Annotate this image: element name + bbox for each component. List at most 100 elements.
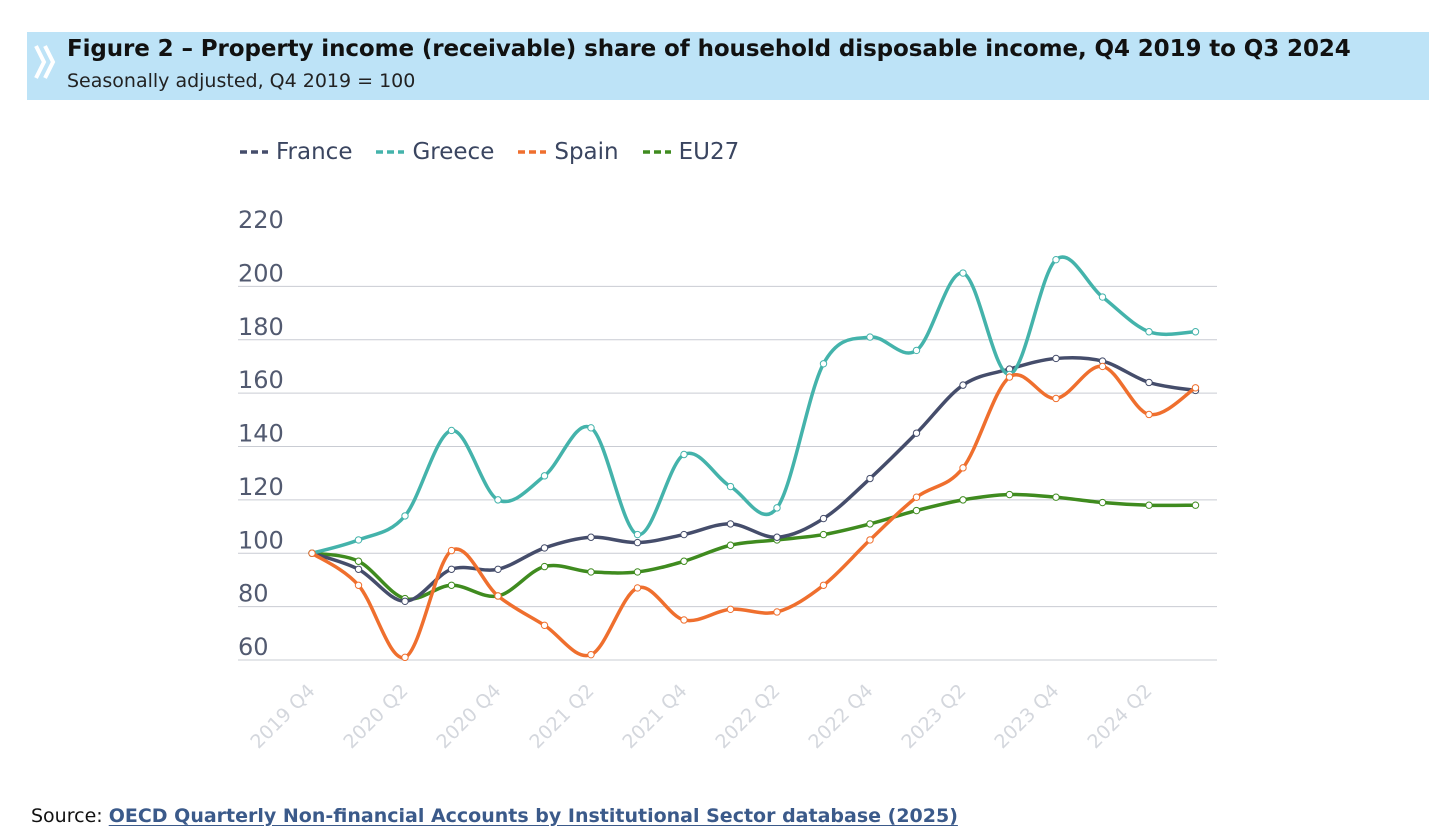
data-point [540, 472, 549, 480]
data-point [401, 597, 409, 605]
y-tick-label: 120 [238, 473, 284, 501]
y-tick-label: 180 [238, 313, 284, 341]
data-point [1052, 493, 1060, 501]
legend-label: France [276, 139, 353, 165]
data-point [1191, 384, 1200, 392]
series-line [310, 255, 1198, 555]
data-point [959, 381, 967, 389]
y-tick-label: 200 [238, 259, 284, 287]
figure-subtitle: Seasonally adjusted, Q4 2019 = 100 [67, 70, 416, 92]
x-tick-label: 2023 Q2 [897, 680, 970, 753]
data-point [773, 504, 781, 512]
data-point [773, 533, 781, 541]
data-point [447, 565, 456, 573]
x-tick-label: 2019 Q4 [246, 680, 319, 753]
data-point [726, 520, 735, 528]
data-point [726, 605, 735, 613]
data-point [587, 568, 595, 576]
y-tick-label: 140 [238, 420, 284, 448]
data-point [1098, 362, 1107, 371]
data-point [1191, 328, 1200, 336]
data-point [1005, 490, 1014, 499]
y-tick-label: 80 [238, 580, 269, 608]
y-tick-label: 100 [238, 526, 284, 554]
data-point [587, 424, 595, 432]
legend-swatch [376, 150, 405, 154]
data-point [1191, 501, 1200, 509]
x-tick-label: 2020 Q2 [339, 680, 412, 753]
data-point [633, 568, 642, 576]
data-point [540, 621, 549, 630]
legend-label: EU27 [678, 139, 740, 165]
x-tick-label: 2021 Q4 [618, 680, 691, 753]
legend-label: Spain [554, 139, 619, 165]
legend-item-france: France [238, 139, 352, 165]
legend-item-greece: Greece [374, 139, 494, 165]
data-point [959, 496, 967, 504]
series-greece [308, 255, 1200, 557]
source-link[interactable]: OECD Quarterly Non-financial Accounts by… [108, 805, 958, 827]
figure-title: Figure 2 – Property income (receivable) … [67, 36, 1351, 62]
data-point [587, 650, 595, 659]
data-point [959, 464, 967, 472]
y-tick-label: 220 [238, 206, 284, 234]
data-point [447, 426, 456, 435]
data-point [1052, 394, 1060, 403]
data-point [680, 557, 688, 565]
data-point [726, 482, 735, 491]
legend-item-eu27: EU27 [641, 139, 740, 165]
data-point [633, 538, 642, 547]
series-spain [308, 362, 1200, 662]
legend-label: Greece [412, 139, 495, 165]
data-point [773, 608, 781, 616]
x-tick-label: 2022 Q4 [804, 680, 877, 753]
data-point [866, 520, 874, 528]
data-point [494, 496, 502, 504]
x-tick-label: 2023 Q4 [990, 680, 1063, 753]
chevron-right-icon [34, 45, 56, 79]
data-point [354, 565, 363, 573]
source-label: Source: [31, 805, 103, 827]
data-point [912, 346, 921, 355]
series-line [310, 355, 1198, 604]
data-point [1145, 410, 1153, 419]
title-banner: Figure 2 – Property income (receivable) … [27, 32, 1429, 100]
source-note: Source: OECD Quarterly Non-financial Acc… [31, 805, 958, 827]
data-point [401, 512, 409, 520]
data-point [401, 653, 409, 662]
data-point [1098, 293, 1107, 301]
data-point [587, 533, 595, 541]
data-point [819, 514, 828, 523]
data-point [540, 562, 549, 571]
data-point [447, 546, 456, 555]
data-point [819, 530, 828, 539]
data-point [1145, 378, 1153, 387]
data-point [633, 530, 642, 539]
data-point [726, 541, 735, 549]
data-point [866, 474, 874, 483]
y-tick-label: 60 [238, 633, 269, 661]
legend-item-spain: Spain [516, 139, 619, 165]
data-point [680, 530, 688, 539]
y-tick-label: 160 [238, 366, 284, 394]
data-point [1145, 501, 1153, 509]
data-point [866, 333, 874, 341]
legend-swatch [240, 150, 268, 154]
data-point [494, 592, 502, 600]
data-point [308, 549, 316, 557]
series-line [310, 492, 1198, 601]
data-point [494, 565, 502, 573]
data-point [540, 544, 549, 552]
data-point [912, 493, 921, 501]
data-point [912, 506, 921, 515]
x-tick-label: 2024 Q2 [1083, 680, 1156, 753]
data-point [1052, 354, 1060, 363]
data-point [633, 584, 642, 592]
x-tick-label: 2020 Q4 [432, 680, 505, 753]
x-tick-label: 2021 Q2 [525, 680, 598, 753]
series-line [310, 364, 1198, 660]
series-france [308, 354, 1200, 605]
x-tick-label: 2022 Q2 [711, 680, 784, 753]
data-point [680, 450, 688, 459]
